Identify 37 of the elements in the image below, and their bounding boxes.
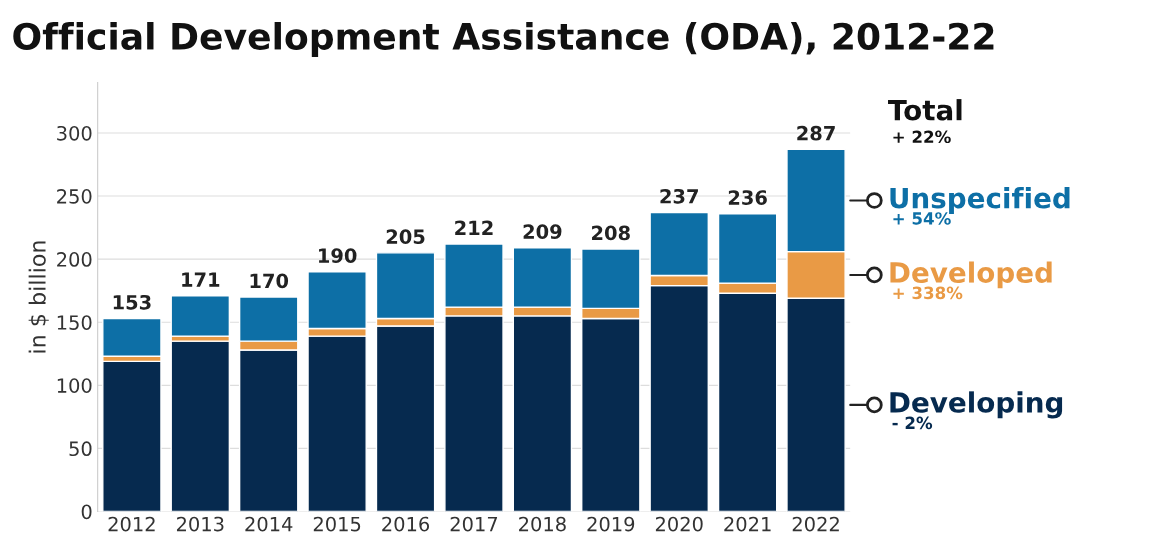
total-label: 153 — [113, 294, 151, 310]
x-tick-label: 2019 — [587, 516, 635, 532]
x-tick-label: 2013 — [176, 516, 224, 532]
x-tick-label: 2018 — [519, 516, 566, 532]
y-tick-label: 200 — [57, 252, 92, 267]
y-tick-label: 300 — [57, 125, 92, 141]
x-tick-label: 2021 — [724, 516, 771, 532]
x-tick-label: 2015 — [313, 516, 361, 532]
y-tick-label: 0 — [81, 504, 92, 520]
text: Total — [888, 99, 962, 121]
total-label: 190 — [319, 248, 357, 263]
total-label: 170 — [250, 273, 289, 289]
text: + 54% — [893, 212, 951, 225]
bar — [170, 340, 231, 512]
total-label: 237 — [660, 188, 698, 204]
text: + 22% — [893, 130, 951, 144]
y-axis-title: in $ billion — [28, 241, 49, 353]
y-tick-label: 250 — [57, 189, 92, 204]
x-tick-label: 2014 — [245, 516, 293, 532]
x-tick-label: 2022 — [792, 516, 839, 532]
x-tick-label: 2016 — [382, 516, 430, 532]
bar — [102, 360, 162, 512]
x-tick-label: 2020 — [655, 516, 703, 532]
y-tick-label: 100 — [57, 378, 92, 393]
chart-title: Official Development Assistance (ODA), 2012-22 — [13, 22, 994, 57]
x-tick-label: 2012 — [108, 516, 155, 532]
y-tick-label: 50 — [69, 441, 92, 457]
total-label: 236 — [728, 190, 767, 205]
total-label: 287 — [797, 125, 835, 141]
series-label: Unspecified — [890, 187, 1070, 214]
x-tick-label: 2017 — [450, 516, 498, 532]
total-label: 209 — [523, 224, 562, 239]
y-tick-label: 150 — [57, 315, 92, 330]
total-label: 208 — [592, 225, 630, 241]
total-label: 212 — [455, 220, 493, 235]
total-label: 205 — [386, 229, 425, 245]
total-label: 171 — [182, 272, 220, 287]
